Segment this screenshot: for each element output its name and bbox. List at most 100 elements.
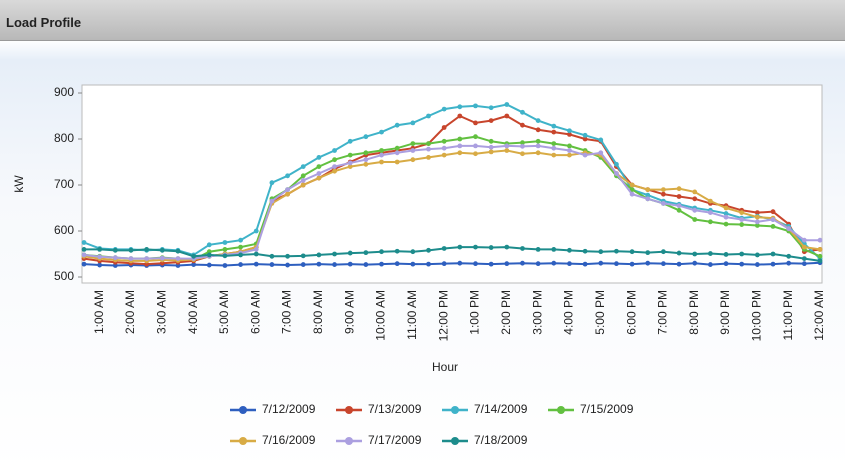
data-point: [191, 253, 197, 259]
data-point: [801, 256, 807, 261]
data-point: [269, 198, 275, 204]
data-point: [441, 261, 447, 267]
x-tick-label: 9:00 PM: [718, 290, 732, 335]
data-point: [81, 247, 87, 252]
data-point: [676, 194, 682, 199]
data-point: [473, 103, 478, 109]
data-point: [770, 261, 776, 267]
data-point: [473, 143, 478, 149]
x-tick-label: 12:00 AM: [812, 290, 826, 341]
x-tick-label: 7:00 PM: [656, 290, 670, 335]
x-tick-label: 11:00 PM: [781, 290, 795, 340]
data-point: [786, 253, 792, 259]
data-point: [457, 150, 463, 156]
data-point: [723, 221, 729, 227]
legend-label: 7/15/2009: [580, 402, 634, 416]
data-point: [739, 217, 745, 222]
y-tick-label: 900: [54, 85, 74, 99]
series-line: [83, 135, 821, 261]
data-point: [97, 262, 103, 268]
data-point: [347, 160, 353, 166]
data-point: [97, 254, 103, 260]
data-point: [598, 260, 604, 266]
data-point: [300, 178, 306, 183]
data-point: [332, 262, 337, 267]
data-point: [551, 152, 557, 158]
legend-marker: [345, 437, 353, 445]
data-point: [770, 251, 776, 257]
data-point: [159, 247, 165, 253]
data-point: [206, 242, 212, 248]
data-point: [394, 159, 400, 165]
data-point: [535, 261, 541, 267]
data-point: [582, 132, 588, 138]
data-point: [535, 150, 541, 156]
data-point: [801, 244, 807, 250]
data-point: [410, 141, 416, 147]
data-point: [457, 113, 463, 119]
data-point: [817, 253, 823, 259]
data-point: [504, 113, 510, 119]
y-axis-label: kW: [12, 175, 26, 193]
x-tick-label: 3:00 PM: [530, 290, 544, 335]
series-line: [84, 246, 821, 262]
data-point: [723, 211, 729, 216]
data-point: [504, 102, 510, 107]
data-point: [144, 256, 150, 261]
data-point: [332, 168, 337, 174]
data-point: [363, 161, 369, 167]
data-point: [394, 248, 400, 254]
data-point: [723, 205, 729, 211]
data-point: [551, 247, 557, 252]
data-point: [206, 252, 212, 258]
data-point: [175, 256, 181, 261]
series-line: [83, 103, 821, 260]
legend-label: 7/18/2009: [474, 433, 528, 447]
data-point: [645, 187, 651, 193]
data-point: [222, 263, 228, 268]
data-point: [488, 105, 494, 111]
x-tick-label: 12:00 PM: [436, 290, 450, 341]
data-point: [363, 157, 369, 163]
data-point: [379, 148, 384, 153]
y-tick-label: 700: [54, 177, 74, 191]
data-point: [316, 252, 322, 258]
series-line: [83, 261, 821, 267]
data-point: [582, 152, 588, 158]
data-point: [676, 207, 682, 213]
data-point: [629, 182, 635, 188]
data-point: [347, 138, 353, 144]
data-point: [551, 260, 557, 266]
data-point: [535, 138, 541, 144]
data-point: [316, 261, 322, 267]
panel-title: Load Profile: [6, 15, 82, 30]
y-tick-label: 800: [54, 131, 74, 145]
data-point: [707, 210, 713, 216]
x-tick-label: 5:00 PM: [593, 290, 607, 335]
data-point: [707, 262, 713, 267]
data-point: [754, 252, 760, 258]
data-point: [473, 151, 478, 157]
x-tick-label: 8:00 AM: [311, 290, 325, 334]
legend-marker: [451, 406, 459, 414]
data-point: [754, 210, 760, 216]
data-point: [707, 219, 713, 225]
data-point: [81, 261, 87, 267]
x-tick-label: 1:00 AM: [92, 290, 106, 334]
data-point: [300, 164, 306, 170]
data-point: [144, 247, 150, 252]
data-point: [551, 129, 557, 135]
legend-marker: [451, 437, 459, 445]
data-point: [567, 261, 572, 267]
data-point: [112, 247, 118, 253]
data-point: [488, 118, 494, 123]
data-point: [410, 120, 416, 126]
legend-label: 7/14/2009: [474, 402, 528, 416]
data-point: [285, 191, 290, 197]
data-point: [567, 247, 572, 253]
data-point: [269, 180, 275, 186]
data-point: [300, 253, 306, 259]
data-point: [520, 109, 525, 115]
data-point: [81, 240, 87, 245]
